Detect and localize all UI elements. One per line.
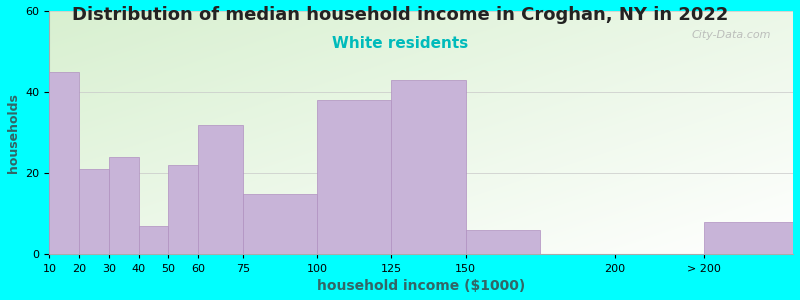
Text: City-Data.com: City-Data.com (691, 30, 770, 40)
Bar (198, 124, 242, 254)
Text: White residents: White residents (332, 36, 468, 51)
Text: Distribution of median household income in Croghan, NY in 2022: Distribution of median household income … (72, 6, 728, 24)
Bar (79, 169, 109, 254)
Bar (138, 226, 168, 254)
Bar (704, 222, 793, 254)
Bar (317, 100, 391, 254)
Bar (50, 72, 79, 254)
Bar (242, 194, 317, 254)
Bar (391, 80, 466, 254)
X-axis label: household income ($1000): household income ($1000) (317, 279, 526, 293)
Bar (168, 165, 198, 254)
Y-axis label: households: households (7, 93, 20, 172)
Bar (109, 157, 138, 254)
Bar (466, 230, 540, 254)
